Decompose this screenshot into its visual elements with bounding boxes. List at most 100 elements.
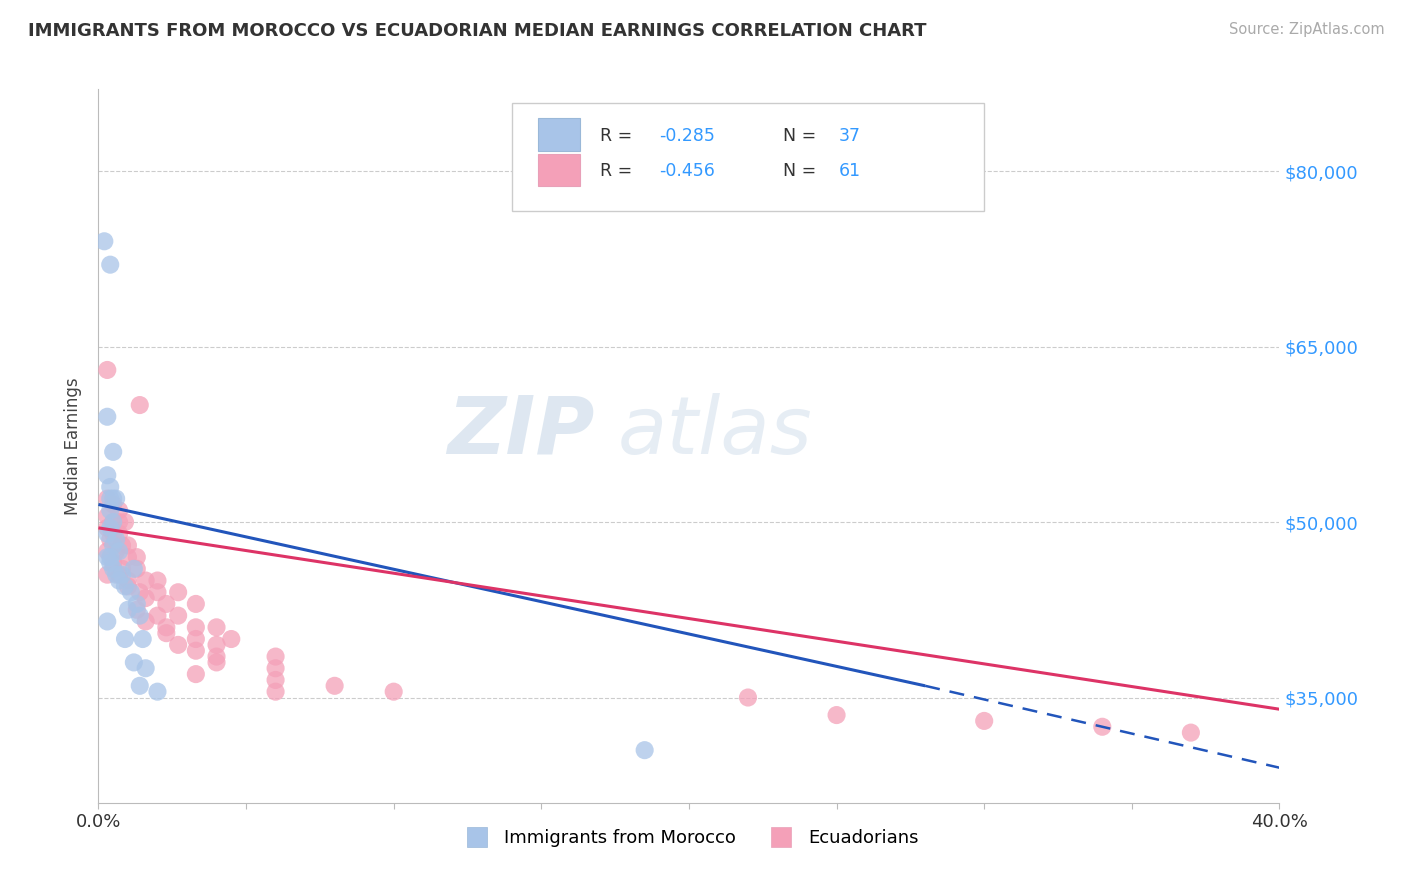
Point [382,684,405,698]
Point [128,398,150,412]
Point [973,714,995,728]
Point [323,679,346,693]
Point [103,556,125,570]
Point [96,509,118,524]
Point [96,544,118,558]
Point [108,574,131,588]
Point [114,632,136,646]
Point [103,562,125,576]
Point [117,538,139,552]
Point [98,521,121,535]
Point [96,526,118,541]
Point [108,503,131,517]
Point [103,526,125,541]
Point [737,690,759,705]
Point [120,585,142,599]
Text: -0.285: -0.285 [659,127,716,145]
Point [108,544,131,558]
Point [105,533,128,547]
Point [205,649,228,664]
Point [132,632,155,646]
Point [117,603,139,617]
Point [135,574,157,588]
Point [114,515,136,529]
FancyBboxPatch shape [537,119,581,151]
Point [167,638,190,652]
Point [184,644,207,658]
Point [221,632,243,646]
Legend: Immigrants from Morocco, Ecuadorians: Immigrants from Morocco, Ecuadorians [451,822,927,855]
Point [184,632,207,646]
Text: Source: ZipAtlas.com: Source: ZipAtlas.com [1229,22,1385,37]
Point [264,684,287,698]
Point [167,585,190,599]
Point [825,708,848,723]
Point [98,556,121,570]
Point [155,597,177,611]
Point [205,656,228,670]
Point [264,673,287,687]
Point [146,585,169,599]
Point [155,620,177,634]
Point [205,638,228,652]
Point [96,550,118,565]
Point [108,526,131,541]
Point [93,234,115,248]
Text: IMMIGRANTS FROM MOROCCO VS ECUADORIAN MEDIAN EARNINGS CORRELATION CHART: IMMIGRANTS FROM MOROCCO VS ECUADORIAN ME… [28,22,927,40]
Point [103,515,125,529]
Y-axis label: Median Earnings: Median Earnings [65,377,83,515]
Point [146,608,169,623]
Point [125,550,148,565]
Point [98,258,121,272]
Point [105,491,128,506]
Point [264,661,287,675]
Point [135,615,157,629]
Point [117,574,139,588]
Point [98,480,121,494]
Text: N =: N = [783,127,823,145]
Point [128,585,150,599]
Point [128,679,150,693]
Point [96,409,118,424]
Point [105,544,128,558]
Point [96,567,118,582]
Point [1180,725,1202,739]
Point [108,515,131,529]
FancyBboxPatch shape [512,103,984,211]
Point [125,603,148,617]
Text: N =: N = [783,162,823,180]
Point [96,468,118,483]
Point [111,567,134,582]
Point [103,515,125,529]
Text: R =: R = [600,162,638,180]
Point [96,521,118,535]
Point [96,615,118,629]
Point [103,491,125,506]
Point [98,550,121,565]
Point [111,538,134,552]
Point [135,661,157,675]
Point [98,533,121,547]
FancyBboxPatch shape [537,154,581,186]
Point [146,574,169,588]
Point [103,498,125,512]
Text: R =: R = [600,127,638,145]
Point [103,445,125,459]
Text: -0.456: -0.456 [659,162,716,180]
Point [205,620,228,634]
Point [125,597,148,611]
Point [184,667,207,681]
Point [264,649,287,664]
Point [117,550,139,565]
Point [1091,720,1114,734]
Point [122,656,145,670]
Point [167,608,190,623]
Point [108,567,131,582]
Point [135,591,157,605]
Text: 61: 61 [839,162,860,180]
Point [125,562,148,576]
Point [184,597,207,611]
Text: 37: 37 [839,127,860,145]
Point [122,562,145,576]
Point [103,538,125,552]
